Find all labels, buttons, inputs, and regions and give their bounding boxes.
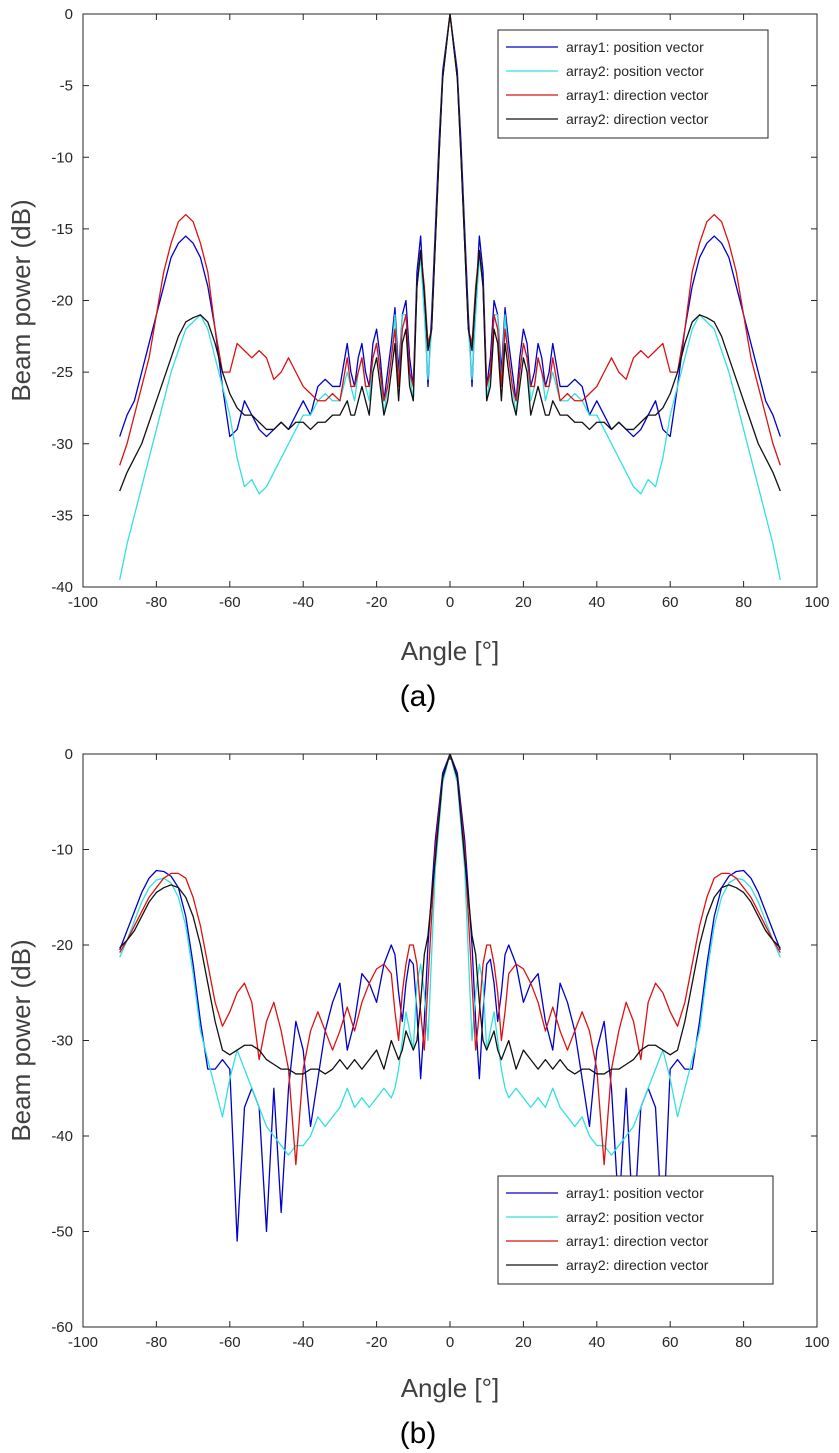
series-line-array2-direction-vector xyxy=(119,14,781,492)
y-tick-label: -10 xyxy=(51,842,73,859)
x-tick-label: -20 xyxy=(366,594,388,611)
legend-label: array2: direction vector xyxy=(566,111,709,127)
legend-label: array1: direction vector xyxy=(566,87,709,103)
x-tick-label: -80 xyxy=(146,594,168,611)
panel-label: (b) xyxy=(400,1417,437,1450)
y-tick-label: 0 xyxy=(65,746,73,763)
series-line-array1-position-vector xyxy=(119,754,781,1242)
y-tick-label: -25 xyxy=(51,364,73,381)
x-tick-label: 60 xyxy=(662,1334,679,1351)
y-tick-label: -20 xyxy=(51,937,73,954)
y-axis-title: Beam power (dB) xyxy=(6,939,36,1141)
y-tick-label: 0 xyxy=(65,6,73,23)
x-tick-label: 80 xyxy=(735,1334,752,1351)
x-tick-label: 40 xyxy=(588,1334,605,1351)
x-tick-label: -40 xyxy=(292,1334,314,1351)
y-tick-label: -60 xyxy=(51,1319,73,1336)
y-tick-label: -50 xyxy=(51,1224,73,1241)
x-tick-label: -100 xyxy=(68,594,98,611)
chart-panel-a: -100 -80 -60 -40 -20 0 20 40 60 80 100 0 -5 -10 -15 -20… xyxy=(6,6,830,713)
x-tick-label: 100 xyxy=(804,1334,829,1351)
legend-label: array2: position vector xyxy=(566,1209,704,1225)
y-axis-title: Beam power (dB) xyxy=(6,199,36,401)
x-axis-title: Angle [°] xyxy=(401,636,500,666)
x-tick-label: -80 xyxy=(146,1334,168,1351)
legend-box xyxy=(497,29,769,139)
y-tick-label: -10 xyxy=(51,149,73,166)
legend-box xyxy=(497,1175,774,1285)
series-line-array1-position-vector xyxy=(119,14,781,438)
legend-label: array1: position vector xyxy=(566,1185,704,1201)
x-tick-label: 80 xyxy=(735,594,752,611)
x-tick-label: -60 xyxy=(219,1334,241,1351)
x-tick-label: -60 xyxy=(219,594,241,611)
legend: array1: position vector array2: position … xyxy=(497,29,769,139)
chart-panel-b: -100 -80 -60 -40 -20 0 20 40 60 80 100 0 -10 -20 -30 -4… xyxy=(6,746,830,1450)
legend-label: array1: direction vector xyxy=(566,1233,709,1249)
series-line-array2-position-vector xyxy=(119,754,781,1156)
y-tick-label: -5 xyxy=(60,78,73,95)
x-tick-label: 20 xyxy=(515,1334,532,1351)
x-tick-label: 60 xyxy=(662,594,679,611)
x-tick-label: -40 xyxy=(292,594,314,611)
panel-label: (a) xyxy=(400,680,437,713)
y-tick-label: -35 xyxy=(51,507,73,524)
x-axis-title: Angle [°] xyxy=(401,1373,500,1403)
legend-label: array1: position vector xyxy=(566,39,704,55)
legend-label: array2: position vector xyxy=(566,63,704,79)
x-tick-label: -20 xyxy=(366,1334,388,1351)
x-tick-label: 0 xyxy=(446,594,454,611)
legend: array1: position vector array2: position … xyxy=(497,1175,774,1285)
y-tick-label: -30 xyxy=(51,1033,73,1050)
series-line-array1-direction-vector xyxy=(119,754,781,1166)
y-tick-label: -40 xyxy=(51,579,73,596)
series-line-array2-position-vector xyxy=(119,14,781,580)
x-tick-label: 0 xyxy=(446,1334,454,1351)
x-tick-label: 20 xyxy=(515,594,532,611)
y-tick-label: -20 xyxy=(51,293,73,310)
series-line-array2-direction-vector xyxy=(119,754,781,1075)
x-tick-label: -100 xyxy=(68,1334,98,1351)
x-tick-label: 40 xyxy=(588,594,605,611)
series-line-array1-direction-vector xyxy=(119,14,781,466)
x-tick-label: 100 xyxy=(804,594,829,611)
legend-label: array2: direction vector xyxy=(566,1257,709,1273)
y-tick-label: -30 xyxy=(51,436,73,453)
y-tick-label: -40 xyxy=(51,1128,73,1145)
y-tick-label: -15 xyxy=(51,221,73,238)
